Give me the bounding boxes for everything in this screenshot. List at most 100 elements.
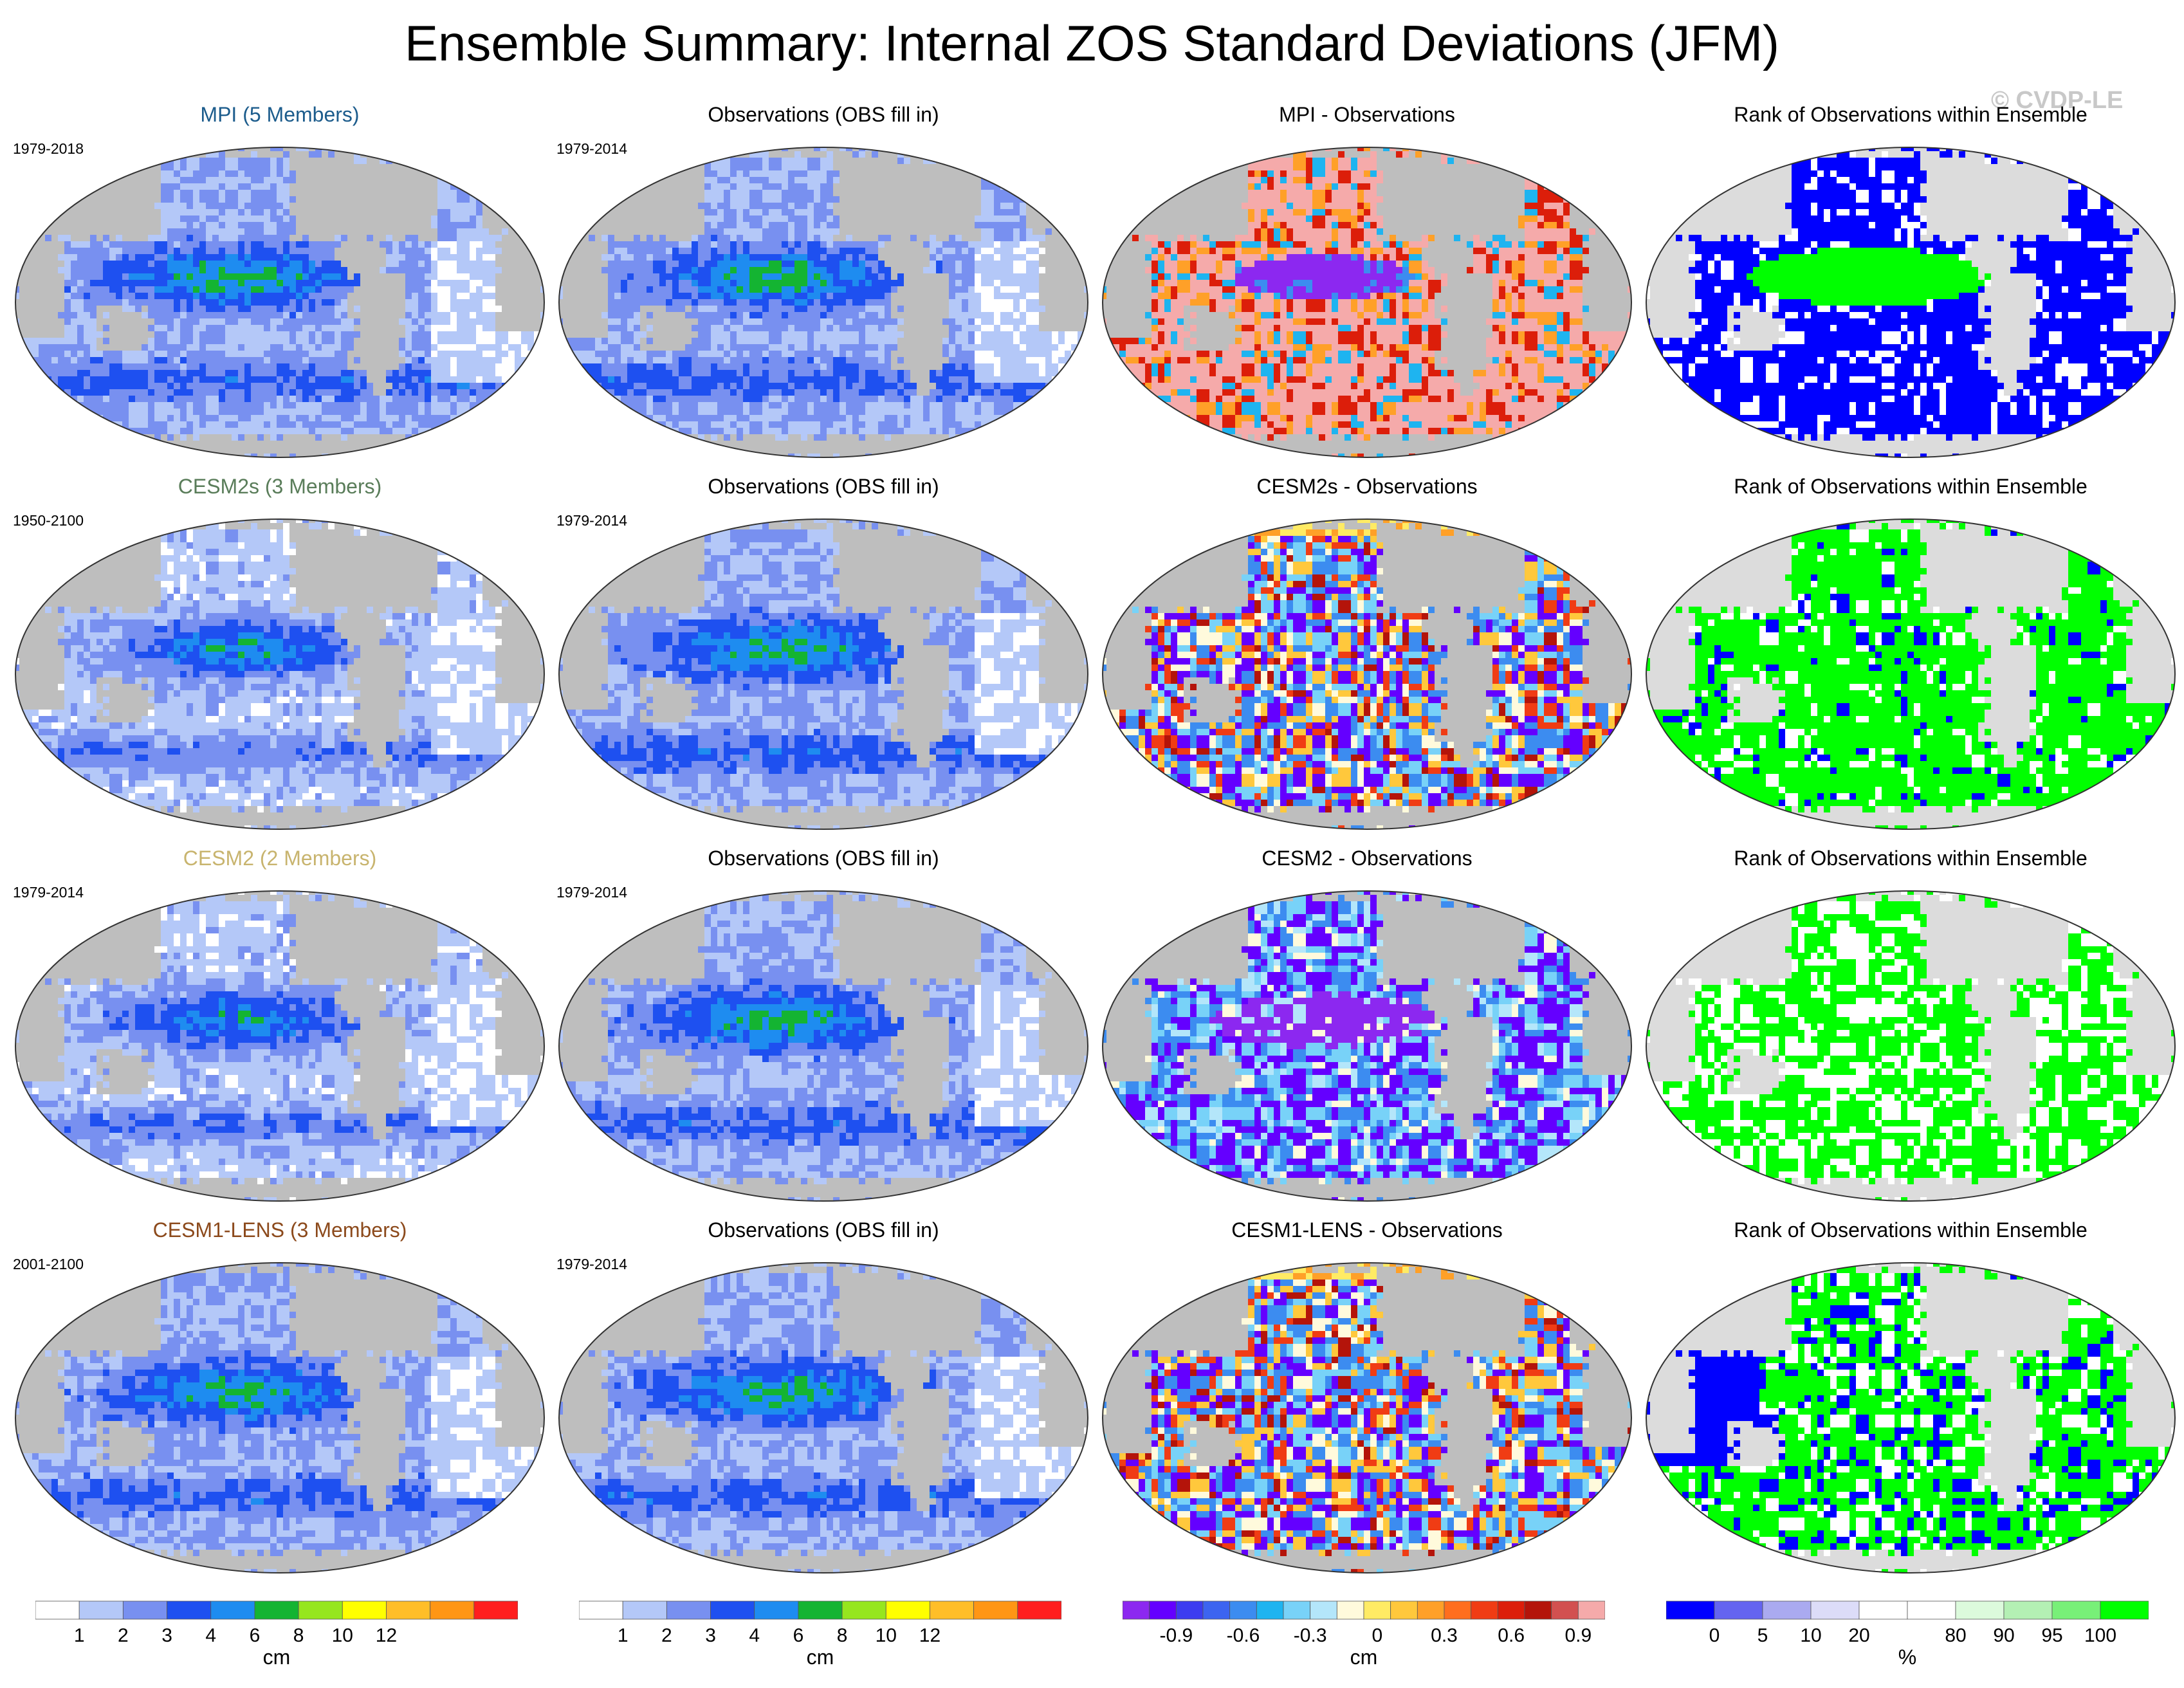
colorbar-4-tick-label: 10	[1800, 1625, 1821, 1647]
panel-title-r2-diff: CESM2s - Observations	[1100, 475, 1634, 499]
panel-r2-rank: Rank of Observations within Ensemble	[1644, 475, 2178, 835]
colorbar-2-tick-label: 2	[661, 1625, 672, 1647]
panel-r2-obs: Observations (OBS fill in) 1979-2014	[556, 475, 1090, 835]
colorbar-1-tick-label: 12	[376, 1625, 397, 1647]
colorbar-3-swatch	[1337, 1601, 1364, 1619]
colorbar-3-swatch	[1498, 1601, 1525, 1619]
colorbar-4-tick-label: 5	[1757, 1625, 1768, 1647]
colorbar-4-swatch	[1907, 1601, 1956, 1619]
r4-model-map	[13, 1260, 547, 1575]
colorbar-1-swatch	[167, 1601, 211, 1619]
colorbar-1-swatch	[255, 1601, 298, 1619]
colorbar-4-swatch	[1666, 1601, 1714, 1619]
panel-title-r4-obs: Observations (OBS fill in)	[556, 1218, 1090, 1242]
panel-r4-diff: CESM1-LENS - Observations	[1100, 1218, 1634, 1579]
colorbar-3-swatch	[1525, 1601, 1552, 1619]
colorbar-2-swatch	[623, 1601, 666, 1619]
colorbar-1-swatch	[474, 1601, 518, 1619]
panel-title-r1-model: MPI (5 Members)	[13, 103, 547, 127]
r4-obs-map	[556, 1260, 1090, 1575]
colorbar-4-tick-label: 80	[1945, 1625, 1966, 1647]
colorbar-2-tick-label: 10	[876, 1625, 897, 1647]
colorbar-4-swatch	[2004, 1601, 2052, 1619]
colorbar-2-tick-label: 6	[793, 1625, 804, 1647]
colorbar-3-tick-label: 0.3	[1431, 1625, 1458, 1647]
panel-title-r2-model: CESM2s (3 Members)	[13, 475, 547, 499]
panel-r1-rank: Rank of Observations within Ensemble	[1644, 103, 2178, 463]
colorbar-2-swatch	[711, 1601, 755, 1619]
colorbar-1-swatch	[79, 1601, 123, 1619]
r2-rank-map	[1644, 517, 2178, 832]
r2-obs-map	[556, 517, 1090, 832]
colorbar-1: 1 2 3 4 6 8 10 12 cm	[35, 1601, 524, 1671]
colorbar-2-tick-label: 4	[749, 1625, 760, 1647]
colorbar-1-swatch	[298, 1601, 342, 1619]
r1-diff-map	[1100, 145, 1634, 460]
r4-rank-map	[1644, 1260, 2178, 1575]
r3-model-map	[13, 888, 547, 1204]
panel-r3-diff: CESM2 - Observations	[1100, 847, 1634, 1207]
colorbar-2-swatch	[842, 1601, 886, 1619]
colorbar-1-tick-label: 10	[332, 1625, 353, 1647]
colorbar-1-bar	[35, 1601, 518, 1620]
page-title: Ensemble Summary: Internal ZOS Standard …	[0, 14, 2184, 73]
r1-obs-map	[556, 145, 1090, 460]
colorbar-2-tick-label: 8	[837, 1625, 848, 1647]
r1-rank-map	[1644, 145, 2178, 460]
colorbar-1-swatch	[123, 1601, 167, 1619]
colorbar-3-tick-label: -0.9	[1159, 1625, 1193, 1647]
colorbar-1-tick-label: 3	[161, 1625, 172, 1647]
colorbar-4-tick-label: 0	[1709, 1625, 1720, 1647]
panel-r2-model: CESM2s (3 Members) 1950-2100	[13, 475, 547, 835]
r2-model-map	[13, 517, 547, 832]
colorbar-3-swatch	[1471, 1601, 1498, 1619]
panel-r2-diff: CESM2s - Observations	[1100, 475, 1634, 835]
colorbar-3: -0.9 -0.6 -0.3 0 0.3 0.6 0.9 cm	[1123, 1601, 1611, 1671]
colorbar-4-swatch	[2052, 1601, 2100, 1619]
colorbar-3-swatch	[1310, 1601, 1337, 1619]
panel-r1-obs: Observations (OBS fill in) 1979-2014	[556, 103, 1090, 463]
r3-rank-map	[1644, 888, 2178, 1204]
panel-title-r2-rank: Rank of Observations within Ensemble	[1644, 475, 2178, 499]
colorbar-4: 0 5 10 20 80 90 95 100%	[1666, 1601, 2155, 1671]
colorbar-1-swatch	[211, 1601, 255, 1619]
colorbar-2-swatch	[666, 1601, 710, 1619]
panel-title-r3-rank: Rank of Observations within Ensemble	[1644, 847, 2178, 870]
colorbar-3-swatch	[1230, 1601, 1257, 1619]
colorbar-2-swatch	[974, 1601, 1018, 1619]
colorbar-4-swatch	[1956, 1601, 2004, 1619]
panel-title-r4-rank: Rank of Observations within Ensemble	[1644, 1218, 2178, 1242]
colorbar-2-swatch	[755, 1601, 798, 1619]
colorbar-1-unit: cm	[263, 1646, 291, 1669]
panel-title-r3-model: CESM2 (2 Members)	[13, 847, 547, 870]
colorbar-2-swatch	[886, 1601, 930, 1619]
colorbar-3-swatch	[1283, 1601, 1310, 1619]
colorbar-1-swatch	[430, 1601, 474, 1619]
colorbar-2-swatch	[798, 1601, 842, 1619]
colorbar-3-tick-label: 0	[1372, 1625, 1382, 1647]
panel-r3-obs: Observations (OBS fill in) 1979-2014	[556, 847, 1090, 1207]
colorbar-2-swatch	[579, 1601, 623, 1619]
panel-r3-model: CESM2 (2 Members) 1979-2014	[13, 847, 547, 1207]
r2-diff-map	[1100, 517, 1634, 832]
colorbar-2-swatch	[1018, 1601, 1061, 1619]
colorbar-3-tick-label: -0.6	[1227, 1625, 1260, 1647]
r3-diff-map	[1100, 888, 1634, 1204]
colorbar-1-tick-label: 2	[118, 1625, 129, 1647]
panel-r1-diff: MPI - Observations	[1100, 103, 1634, 463]
panel-title-r3-obs: Observations (OBS fill in)	[556, 847, 1090, 870]
colorbar-3-swatch	[1578, 1601, 1605, 1619]
colorbar-3-swatch	[1176, 1601, 1203, 1619]
colorbar-4-tick-label: 95	[2041, 1625, 2062, 1647]
panel-title-r1-rank: Rank of Observations within Ensemble	[1644, 103, 2178, 127]
panel-title-r3-diff: CESM2 - Observations	[1100, 847, 1634, 870]
colorbar-4-swatch	[1811, 1601, 1859, 1619]
colorbar-1-tick-label: 1	[74, 1625, 85, 1647]
colorbar-2-unit: cm	[807, 1646, 834, 1669]
colorbar-2-tick-label: 1	[618, 1625, 629, 1647]
colorbar-3-swatch	[1256, 1601, 1283, 1619]
r3-obs-map	[556, 888, 1090, 1204]
colorbar-3-unit: cm	[1350, 1646, 1378, 1669]
colorbar-4-tick-label: 20	[1848, 1625, 1869, 1647]
colorbar-3-swatch	[1364, 1601, 1391, 1619]
